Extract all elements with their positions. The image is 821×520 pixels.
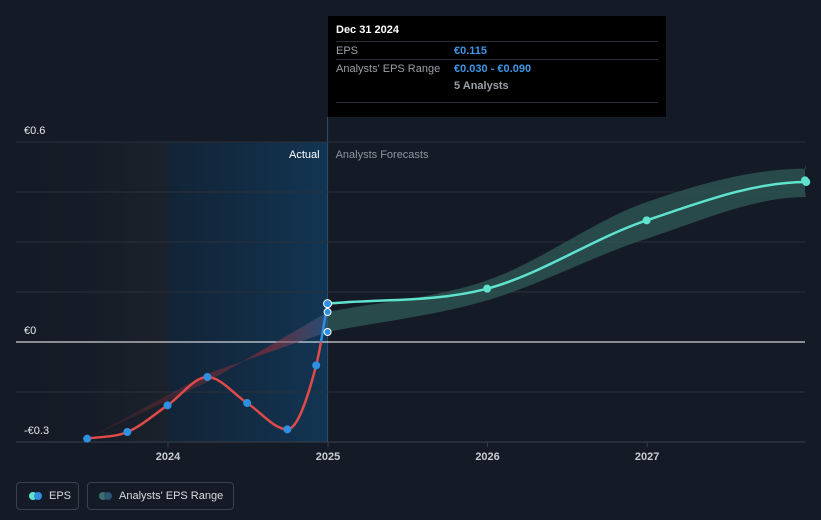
x-tick-label: 2024 xyxy=(156,451,181,463)
eps-actual-negative-line xyxy=(86,342,323,440)
legend-range-label: Analysts' EPS Range xyxy=(119,490,224,502)
legend-eps[interactable]: EPS xyxy=(16,482,79,510)
forecast-label: Analysts Forecasts xyxy=(336,149,429,161)
x-tick-label: 2026 xyxy=(475,451,499,463)
tooltip-eps-row: EPS €0.115 xyxy=(336,41,658,59)
eps-edge-point xyxy=(801,176,809,185)
eps-point xyxy=(283,425,292,434)
tooltip-analysts-count: 5 Analysts xyxy=(454,79,509,92)
y-tick-label: -€0.3 xyxy=(24,425,49,437)
legend-eps-label: EPS xyxy=(49,490,72,502)
tooltip-eps-value: €0.115 xyxy=(454,44,488,57)
eps-legend-icon xyxy=(29,492,42,500)
x-tick-label: 2027 xyxy=(635,451,659,463)
range-marker-point xyxy=(323,308,332,316)
eps-point xyxy=(123,428,132,436)
y-tick-label: €0 xyxy=(24,325,36,337)
x-tick-label: 2025 xyxy=(316,451,340,463)
forecast-range-band xyxy=(327,163,807,332)
eps-point xyxy=(163,401,172,410)
eps-point xyxy=(323,299,333,309)
range-marker-point xyxy=(323,328,332,336)
tooltip-date: Dec 31 2024 xyxy=(336,24,399,36)
y-tick-label: €0.6 xyxy=(24,125,45,137)
eps-point xyxy=(483,284,492,293)
tooltip-range-row: Analysts' EPS Range €0.030 - €0.090 xyxy=(336,59,658,77)
eps-point xyxy=(83,434,92,443)
tooltip-eps-label: EPS xyxy=(336,44,359,57)
tooltip-range-value: €0.030 - €0.090 xyxy=(454,62,532,75)
eps-point xyxy=(203,373,212,381)
tooltip-range-label: Analysts' EPS Range xyxy=(336,62,441,75)
legend-range[interactable]: Analysts' EPS Range xyxy=(87,482,234,510)
range-legend-icon xyxy=(99,492,112,500)
eps-point xyxy=(312,361,321,370)
tooltip-divider xyxy=(336,102,658,103)
tooltip-analysts-row: 5 Analysts xyxy=(336,77,658,94)
eps-point xyxy=(642,216,651,225)
eps-point xyxy=(243,399,252,407)
eps-tooltip: Dec 31 2024 EPS €0.115 Analysts' EPS Ran… xyxy=(328,16,666,117)
actual-label: Actual xyxy=(289,149,320,161)
